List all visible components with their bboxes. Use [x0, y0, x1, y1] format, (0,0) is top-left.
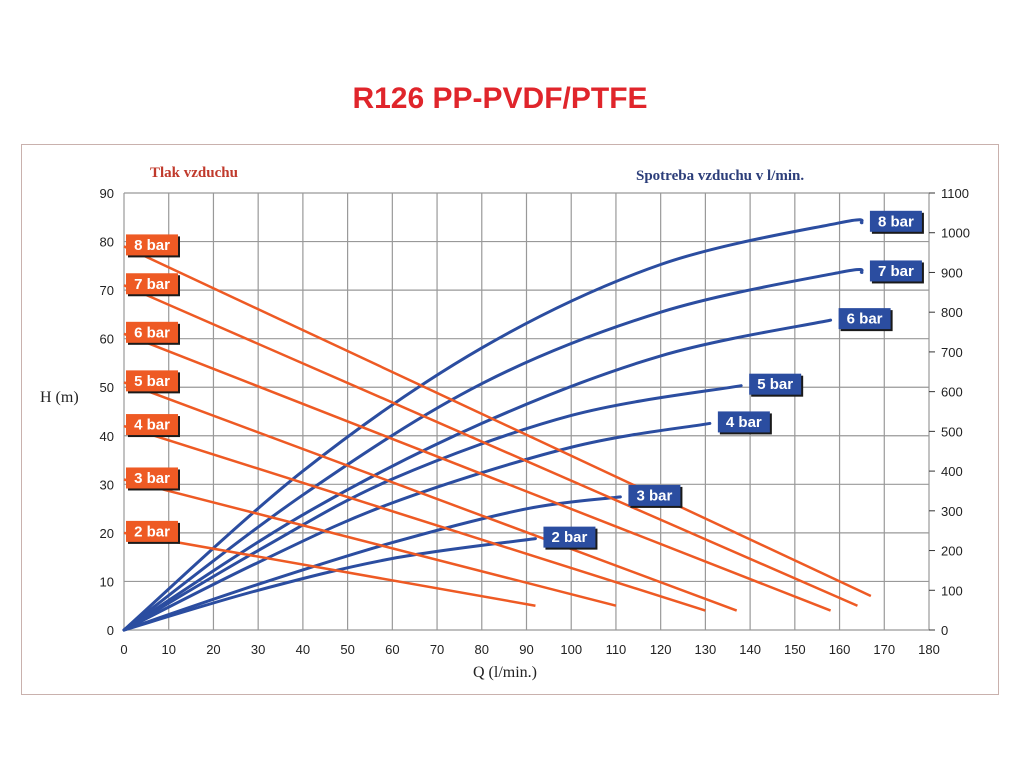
- air-curve: [122, 268, 864, 632]
- y2-axis-ticks: 0 100 200 300 400 500 600 700 800 900 1000 1100: [941, 186, 970, 638]
- y2-tick-label: 900: [941, 265, 963, 280]
- head-line: [123, 478, 617, 607]
- head-line: [123, 381, 738, 612]
- air-curve-badge-label: 6 bar: [847, 311, 883, 328]
- air-curve: [122, 318, 833, 632]
- head-line-badge: [126, 370, 178, 392]
- y-tick-label: 40: [100, 429, 114, 444]
- x-tick-label: 60: [385, 642, 399, 657]
- y2-tick-label: 500: [941, 424, 963, 439]
- head-line-badge: [126, 414, 178, 436]
- head-line: [123, 284, 858, 607]
- head-lines: [123, 245, 872, 612]
- air-consumption-curves: [122, 218, 864, 632]
- y-axis-ticks: 0 10 20 30 40 50 60 70 80 90: [100, 186, 114, 638]
- x-tick-label: 50: [340, 642, 354, 657]
- y2-tick-label: 700: [941, 345, 963, 360]
- x-tick-label: 130: [695, 642, 717, 657]
- x-tick-label: 70: [430, 642, 444, 657]
- head-line-badge-label: 3 bar: [134, 470, 170, 487]
- right-legend-label: Spotreba vzduchu v l/min.: [636, 168, 804, 184]
- air-curve-badge-label: 2 bar: [552, 529, 588, 546]
- x-tick-label: 170: [873, 642, 895, 657]
- head-line-badge-label: 6 bar: [134, 324, 170, 341]
- head-line-badge: [126, 520, 178, 542]
- y-tick-label: 20: [100, 526, 114, 541]
- x-tick-label: 140: [739, 642, 761, 657]
- head-line-badge: [126, 234, 178, 256]
- head-line-badge-label: 7 bar: [134, 276, 170, 293]
- chart-title: R126 PP-PVDF/PTFE: [352, 82, 648, 115]
- head-line-badge: [126, 321, 178, 343]
- air-curve-badge-label: 3 bar: [636, 487, 672, 504]
- air-curve-badge-label: 5 bar: [757, 376, 793, 393]
- x-tick-label: 20: [206, 642, 220, 657]
- head-line-badge-label: 5 bar: [134, 373, 170, 390]
- x-tick-label: 0: [120, 642, 127, 657]
- y2-tick-label: 100: [941, 583, 963, 598]
- x-tick-label: 90: [519, 642, 533, 657]
- air-curve-badge-label: 8 bar: [878, 213, 914, 230]
- chart-frame: [21, 144, 999, 695]
- x-tick-label: 30: [251, 642, 265, 657]
- air-curve-badge: [717, 411, 770, 433]
- x-axis-ticks: 0 10 20 30 40 50 60 70 80 90 100 110 120 130 140 150 160…: [120, 642, 939, 657]
- head-line: [123, 245, 872, 598]
- head-line-badge: [126, 273, 178, 295]
- y2-tick-label: 800: [941, 305, 963, 320]
- y2-tick-label: 0: [941, 623, 948, 638]
- y-tick-label: 30: [100, 477, 114, 492]
- x-tick-label: 10: [161, 642, 175, 657]
- air-curve-badge: [628, 484, 681, 506]
- y2-tick-label: 600: [941, 385, 963, 400]
- x-tick-label: 160: [829, 642, 851, 657]
- air-curve-badge: [543, 526, 596, 548]
- y2-tick-label: 300: [941, 504, 963, 519]
- left-legend-label: Tlak vzduchu: [150, 165, 238, 181]
- x-tick-label: 40: [296, 642, 310, 657]
- head-line: [123, 531, 536, 607]
- y-tick-label: 80: [100, 235, 114, 250]
- x-tick-label: 150: [784, 642, 806, 657]
- y-tick-label: 70: [100, 283, 114, 298]
- grid: [123, 192, 935, 631]
- air-curve-badge: [749, 373, 802, 395]
- head-line-badge: [126, 467, 178, 489]
- air-curve: [122, 537, 537, 632]
- y-tick-label: 0: [107, 623, 114, 638]
- y-axis-title: H (m): [40, 389, 79, 406]
- y-tick-label: 50: [100, 380, 114, 395]
- head-line: [123, 332, 832, 612]
- air-curve: [122, 384, 743, 632]
- x-axis-title: Q (l/min.): [473, 664, 537, 681]
- x-tick-label: 100: [560, 642, 582, 657]
- air-curve: [122, 495, 622, 632]
- air-curve: [122, 421, 712, 632]
- head-line-badge-label: 2 bar: [134, 523, 170, 540]
- y-tick-label: 90: [100, 186, 114, 201]
- y2-tick-label: 1000: [941, 226, 970, 241]
- air-curve-badge: [869, 210, 922, 232]
- x-tick-label: 180: [918, 642, 940, 657]
- head-line: [123, 424, 706, 612]
- head-line-badge-label: 8 bar: [134, 237, 170, 254]
- head-line-badge-label: 4 bar: [134, 417, 170, 434]
- y2-tick-label: 1100: [941, 186, 969, 201]
- y2-tick-label: 200: [941, 544, 963, 559]
- x-tick-label: 110: [606, 642, 627, 657]
- y-tick-label: 60: [100, 332, 114, 347]
- y2-tick-label: 400: [941, 464, 963, 479]
- air-curve-badge-label: 4 bar: [726, 414, 762, 431]
- x-tick-label: 120: [650, 642, 672, 657]
- air-curve-badge-label: 7 bar: [878, 263, 914, 280]
- air-curve-badge: [838, 308, 891, 330]
- y-tick-label: 10: [100, 574, 114, 589]
- x-tick-label: 80: [475, 642, 489, 657]
- air-curve-badge: [869, 260, 922, 282]
- pressure-badges: 8 bar 7 bar 6 bar 5 bar 4 bar 3 bar 2 bar 8 bar…: [126, 210, 924, 550]
